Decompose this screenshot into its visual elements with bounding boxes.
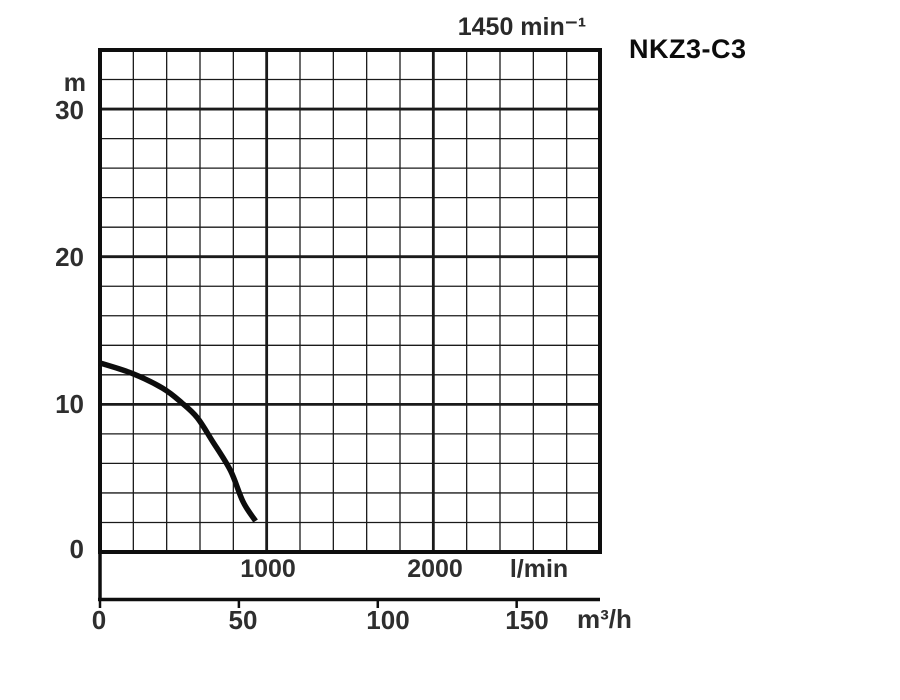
y-tick-label-0: 0 [69, 534, 84, 564]
pump-head-curve [99, 360, 258, 523]
m3h-axis-unit-label: m³/h [577, 604, 632, 634]
plot-border [98, 48, 602, 554]
m3h-tick-label-50: 50 [228, 605, 258, 635]
y-tick-label-20: 20 [55, 242, 84, 272]
m3h-tick-label-150: 150 [505, 605, 549, 635]
m3h-tick-label-100: 100 [366, 605, 410, 635]
m3h-tick-label-0: 0 [91, 605, 107, 635]
pump-model-title: NKZ3-C3 [629, 34, 747, 64]
lmin-tick-label-2000: 2000 [407, 555, 463, 583]
lmin-axis-unit-label: l/min [509, 555, 569, 583]
y-tick-label-30: 30 [55, 95, 84, 125]
lmin-tick-label-1000: 1000 [240, 555, 296, 583]
rotation-speed-label: 1450 min⁻¹ [457, 13, 587, 41]
y-axis-unit-label: m [63, 69, 86, 97]
y-tick-label-10: 10 [55, 389, 84, 419]
